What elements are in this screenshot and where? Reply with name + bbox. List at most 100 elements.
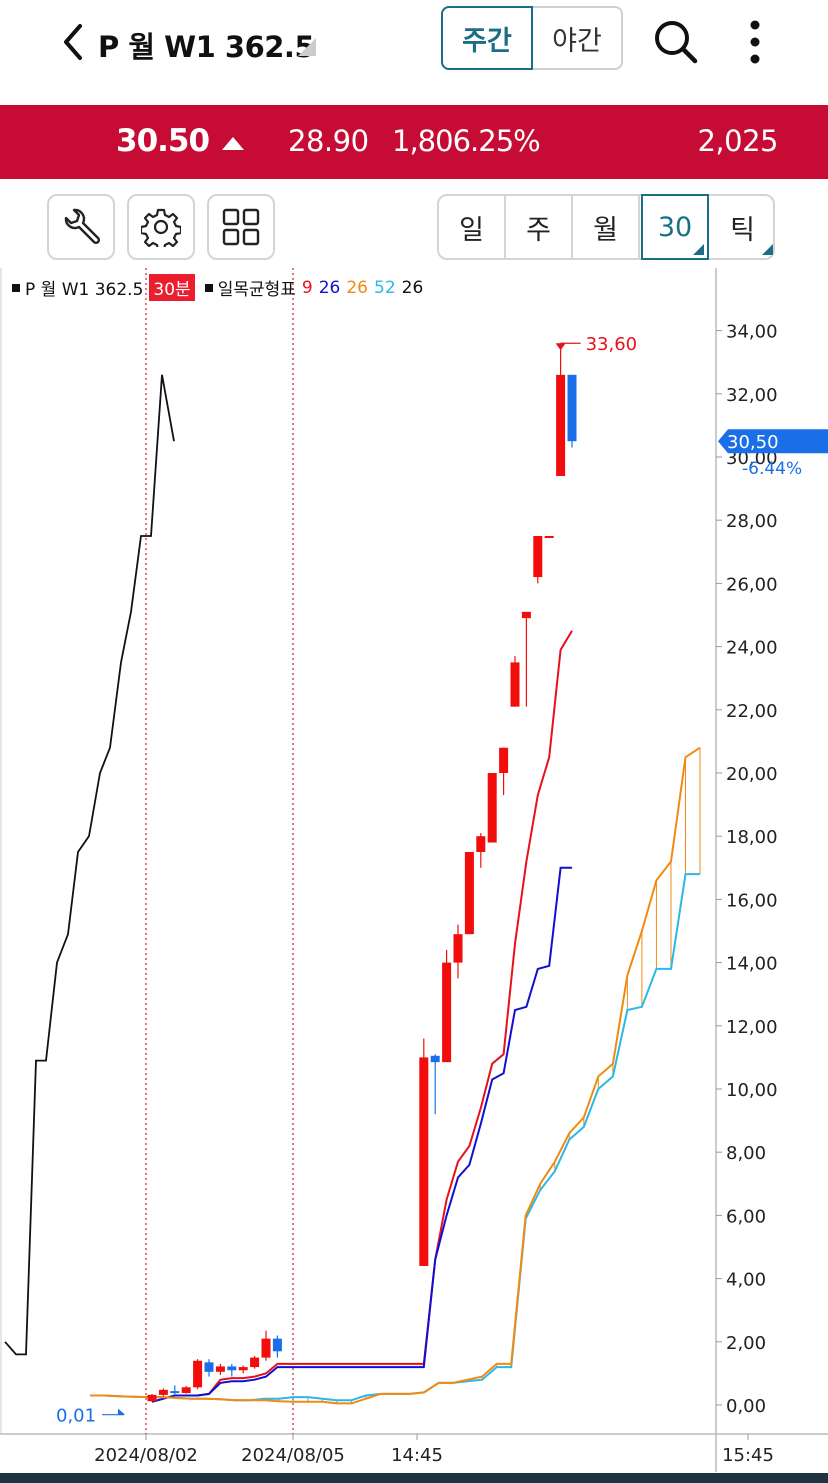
chart-legend: P 월 W1 362.5 30분 일목균형표 9 26 26 52 26	[12, 274, 423, 301]
candle-body	[499, 747, 509, 773]
candle-body	[250, 1357, 260, 1368]
legend-param-lagging: 26	[401, 277, 424, 298]
max-label: 33,60	[586, 334, 638, 355]
current-change-label: -6.44%	[742, 459, 802, 479]
chart-tools-button[interactable]	[47, 194, 115, 260]
period-tick-button[interactable]: 틱	[709, 196, 776, 258]
y-tick-label: 4,00	[726, 1270, 766, 1291]
up-arrow-icon	[222, 137, 244, 150]
candle-body	[215, 1366, 225, 1372]
legend-param-span-b: 52	[374, 277, 396, 298]
max-marker-arrow-icon	[555, 343, 566, 351]
candle-body	[181, 1387, 191, 1393]
candle-body	[204, 1362, 214, 1372]
gear-icon	[141, 208, 181, 247]
y-tick-label: 34,00	[726, 322, 778, 343]
y-tick-label: 20,00	[726, 764, 778, 785]
candle-body	[430, 1055, 440, 1063]
period-minute-label: 30	[657, 211, 693, 243]
candle-body	[487, 773, 497, 843]
session-day-button[interactable]: 주간	[441, 6, 533, 70]
bottom-bar	[0, 1473, 828, 1483]
grid-icon	[222, 208, 260, 246]
y-tick-label: 12,00	[726, 1017, 778, 1038]
y-tick-label: 32,00	[726, 385, 778, 406]
candle-body	[261, 1338, 271, 1358]
candle-body	[238, 1367, 248, 1371]
period-week-button[interactable]: 주	[506, 196, 573, 258]
chevron-left-icon	[64, 24, 82, 60]
leading-span-b	[90, 873, 700, 1402]
candle-body	[453, 934, 463, 963]
search-icon	[655, 21, 698, 64]
legend-interval-badge: 30분	[149, 274, 195, 301]
chart-settings-button[interactable]	[127, 194, 195, 260]
price-bar: 30.50 28.90 1,806.25% 2,025	[0, 105, 828, 179]
y-tick-label: 10,00	[726, 1080, 778, 1101]
layout-grid-button[interactable]	[207, 194, 275, 260]
candle-body	[510, 662, 520, 707]
y-tick-label: 26,00	[726, 574, 778, 595]
legend-param-base: 26	[318, 277, 341, 298]
y-tick-label: 0,00	[726, 1396, 766, 1417]
page-title[interactable]: P 월 W1 362.5	[98, 30, 315, 64]
y-tick-label: 6,00	[726, 1206, 766, 1227]
legend-param-span-a: 26	[346, 277, 368, 298]
y-tick-label: 22,00	[726, 701, 778, 722]
session-night-button[interactable]: 야간	[531, 6, 623, 70]
wrench-icon	[64, 208, 101, 245]
candle-body	[158, 1389, 168, 1395]
candle-body	[476, 836, 486, 852]
min-label: 0,01	[56, 1406, 96, 1427]
candle-body	[170, 1391, 180, 1394]
y-tick-label: 24,00	[726, 638, 778, 659]
x-tick-label: 14:45	[391, 1445, 443, 1466]
volume: 2,025	[697, 124, 778, 158]
candle-body	[419, 1057, 429, 1266]
x-tick-label: 2024/08/02	[94, 1445, 198, 1466]
current-price: 30.50	[116, 123, 210, 159]
price-change: 28.90	[288, 124, 369, 158]
base-line	[151, 866, 572, 1403]
y-tick-label: 28,00	[726, 511, 778, 532]
y-tick-label: 14,00	[726, 954, 778, 975]
candle-body	[193, 1360, 203, 1388]
dropdown-corner-icon	[762, 244, 773, 255]
period-tick-label: 틱	[730, 214, 755, 246]
y-tick-label: 8,00	[726, 1143, 766, 1164]
candle-body	[567, 374, 577, 442]
x-tick-label: 15:45	[722, 1445, 774, 1466]
period-day-button[interactable]: 일	[439, 196, 506, 258]
change-rate: 1,806.25%	[392, 124, 541, 158]
y-tick-label: 30,00	[726, 448, 778, 469]
min-marker-arrow-icon	[118, 1408, 125, 1415]
legend-square-icon	[12, 283, 20, 292]
candle-body	[147, 1394, 157, 1402]
search-button[interactable]	[652, 18, 698, 64]
legend-indicator: 일목균형표	[217, 280, 296, 300]
current-price-label: 30,50	[727, 432, 779, 453]
back-button[interactable]	[58, 22, 88, 62]
y-tick-label: 2,00	[726, 1333, 766, 1354]
dropdown-corner-icon	[693, 244, 704, 255]
candle-body	[272, 1338, 282, 1352]
more-vertical-icon	[750, 20, 760, 64]
price-chart[interactable]: 0,00 2,00 4,00 6,00 8,00 10,00 12,00 14,00 16,00…	[0, 268, 828, 1472]
candle-body	[533, 536, 543, 578]
legend-symbol: P 월 W1 362.5	[25, 280, 144, 300]
leading-span-a	[90, 746, 701, 1405]
candle-body	[521, 611, 531, 619]
conversion-line	[151, 630, 573, 1403]
title-dropdown-corner-icon	[298, 38, 316, 56]
candle-body	[556, 374, 566, 476]
y-tick-label: 16,00	[726, 890, 778, 911]
current-price-tag	[718, 429, 828, 454]
y-tick-label: 18,00	[726, 827, 778, 848]
legend-square-icon	[204, 283, 213, 292]
candle-body	[544, 536, 554, 538]
candle-body	[464, 852, 474, 935]
period-minute-button[interactable]: 30	[641, 194, 709, 260]
x-tick-label: 2024/08/05	[241, 1445, 345, 1466]
more-button[interactable]	[740, 18, 770, 68]
period-month-button[interactable]: 월	[573, 196, 640, 258]
